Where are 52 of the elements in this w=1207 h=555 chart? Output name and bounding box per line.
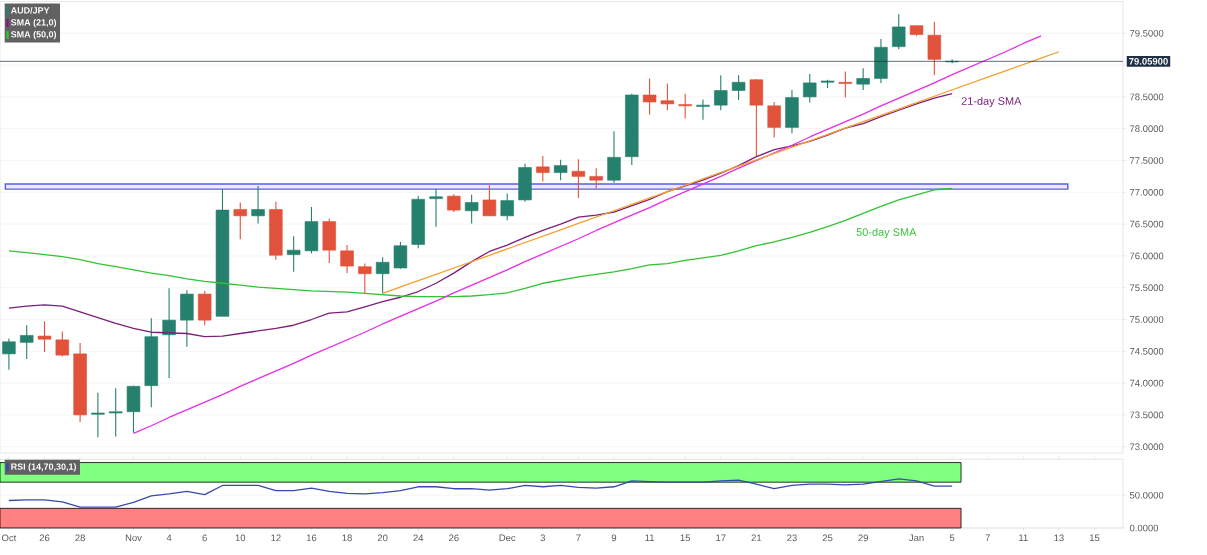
y-tick-label: 75.0000 (1129, 316, 1164, 323)
x-tick-label: 18 (342, 534, 352, 542)
y-tick-label: 50.0000 (1129, 491, 1164, 499)
x-tick-label: 7 (576, 534, 581, 542)
x-tick-label: Dec (499, 534, 516, 542)
x-tick-label: 28 (75, 534, 85, 542)
ref-line-label: 79.05900 (1129, 57, 1168, 65)
y-tick-label: 0.0000 (1129, 524, 1159, 532)
x-tick-label: 4 (166, 534, 172, 542)
x-tick-label: 24 (413, 534, 424, 542)
x-tick-label: 5 (949, 534, 955, 542)
y-tick-label: 76.0000 (1129, 252, 1164, 260)
x-tick-label: 25 (822, 534, 833, 542)
x-tick-label: 6 (202, 534, 207, 542)
x-tick-label: 7 (985, 534, 990, 542)
y-tick-label: 73.0000 (1129, 443, 1164, 451)
y-tick-label: 77.5000 (1129, 157, 1164, 164)
x-tick-label: Nov (125, 534, 142, 542)
annotation: 21-day SMA (961, 96, 1022, 108)
y-tick-label: 73.5000 (1129, 411, 1164, 419)
x-tick-label: 17 (716, 534, 726, 542)
x-tick-label: 26 (39, 534, 50, 542)
x-tick-label: 12 (271, 534, 281, 542)
x-tick-label: 29 (858, 534, 868, 542)
x-tick-label: 13 (1054, 534, 1064, 542)
x-tick-label: 11 (645, 534, 655, 542)
y-tick-label: 78.0000 (1129, 125, 1164, 133)
x-tick-label: 15 (1089, 534, 1100, 542)
y-tick-label: 78.5000 (1129, 93, 1164, 101)
legend-label: RSI (14,70,30,1) (11, 463, 77, 472)
x-tick-label: 21 (751, 534, 762, 542)
x-tick-label: 16 (306, 534, 317, 542)
x-tick-label: 23 (787, 534, 797, 542)
legend-label: AUD/JPY (10, 6, 50, 14)
x-tick-label: 9 (611, 534, 617, 542)
x-tick-label: 15 (680, 534, 691, 542)
y-tick-label: 76.5000 (1129, 220, 1164, 228)
legend-label: SMA (21,0) (10, 18, 57, 28)
y-tick-label: 74.0000 (1129, 379, 1164, 387)
y-tick-label: 75.5000 (1129, 284, 1164, 292)
y-tick-label: 79.5000 (1129, 29, 1164, 37)
x-tick-label: 10 (235, 534, 246, 542)
x-tick-label: 26 (449, 534, 459, 542)
legend-label: SMA (50,0) (10, 30, 57, 40)
x-tick-label: 20 (377, 534, 388, 542)
x-tick-label: Oct (2, 534, 17, 542)
x-tick-label: Jan (909, 534, 924, 542)
x-tick-label: 3 (540, 534, 546, 542)
y-tick-label: 77.0000 (1129, 188, 1164, 196)
y-tick-label: 74.5000 (1129, 347, 1164, 355)
x-tick-label: 11 (1019, 534, 1028, 542)
annotation: 50-day SMA (856, 227, 917, 239)
